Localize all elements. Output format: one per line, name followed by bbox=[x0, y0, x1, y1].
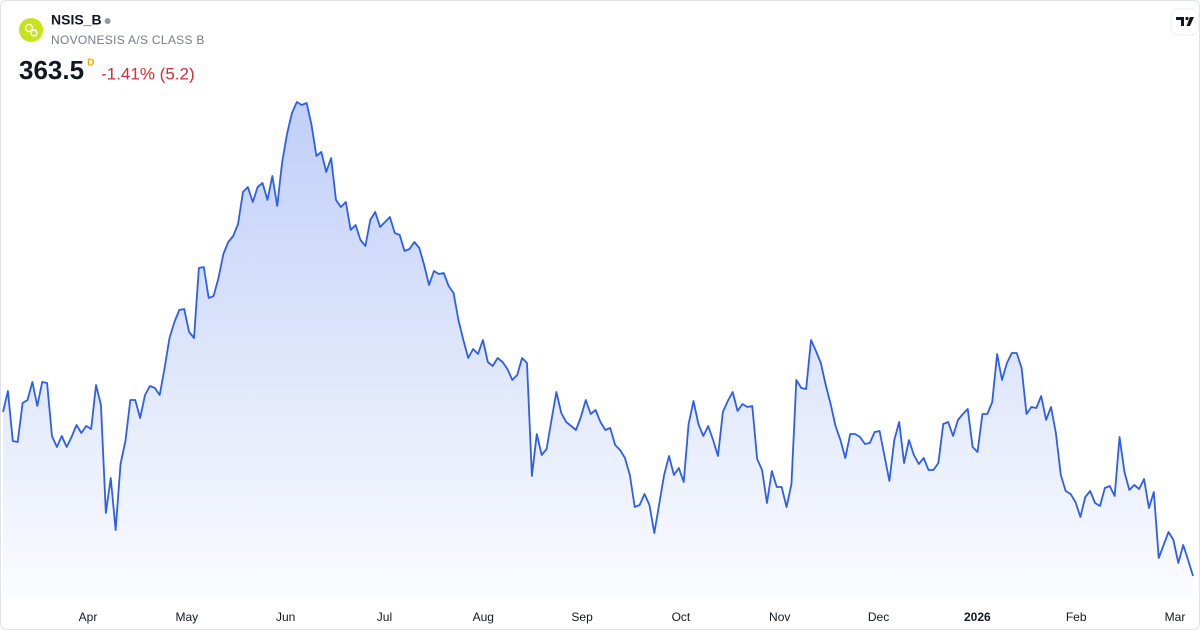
company-name: NOVONESIS A/S CLASS B bbox=[51, 33, 205, 47]
price-line bbox=[2, 101, 1194, 577]
tradingview-logo[interactable] bbox=[1170, 8, 1199, 36]
x-axis-label: Jun bbox=[276, 610, 295, 624]
x-axis-label: 2026 bbox=[964, 610, 991, 624]
interval: D bbox=[87, 58, 94, 69]
x-axis-label: Nov bbox=[769, 610, 790, 624]
x-axis-label: May bbox=[175, 610, 198, 624]
logo-icon bbox=[19, 18, 43, 42]
price: 363.5 bbox=[19, 55, 84, 85]
area bbox=[3, 102, 1193, 598]
x-axis-label: Mar bbox=[1165, 610, 1186, 624]
price-change: -1.41% (5.2) bbox=[101, 64, 195, 83]
x-axis-label: Oct bbox=[672, 610, 691, 624]
x-axis-label: Apr bbox=[79, 610, 98, 624]
logo-glyph bbox=[30, 29, 38, 37]
x-axis-label: Jul bbox=[377, 610, 392, 624]
logo-glyph bbox=[24, 23, 34, 33]
status-dot bbox=[104, 18, 111, 24]
x-axis-label: Sep bbox=[571, 610, 593, 624]
x-axis-label: Dec bbox=[868, 610, 889, 624]
x-axis-label: Feb bbox=[1066, 610, 1087, 624]
symbol[interactable]: NSIS_B bbox=[51, 12, 102, 28]
x-axis-label: Aug bbox=[473, 610, 494, 624]
